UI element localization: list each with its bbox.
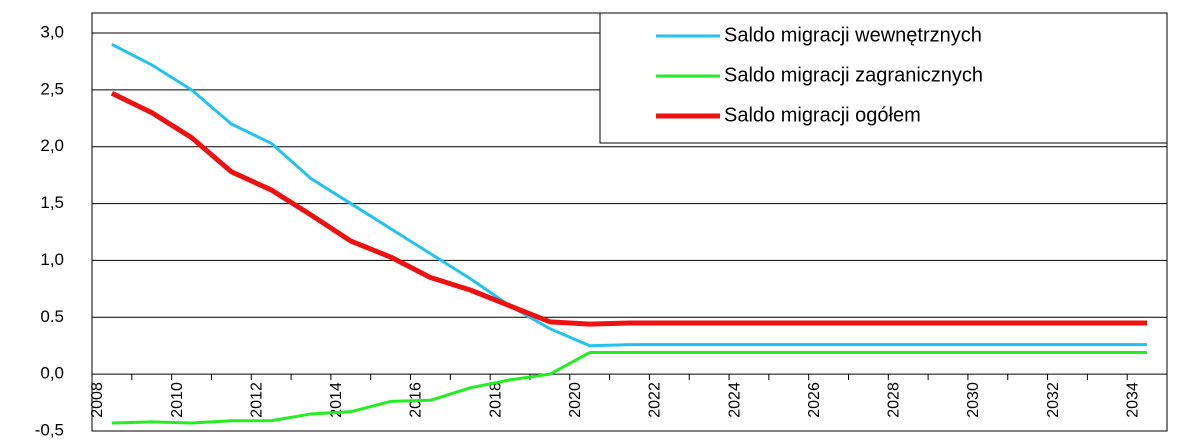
series-line (111, 351, 1148, 425)
x-tick-label: 2010 (169, 382, 186, 418)
x-tick-label: 2034 (1124, 382, 1141, 418)
x-tick-label: 2030 (965, 382, 982, 418)
x-tick-label: 2014 (328, 382, 345, 418)
y-tick-label: 1,0 (40, 250, 64, 269)
y-tick-label: 3,0 (40, 22, 64, 41)
x-tick-label: 2032 (1045, 382, 1062, 418)
x-tick-label: 2026 (806, 382, 823, 418)
x-tick-label: 2020 (567, 382, 584, 418)
x-tick-label: 2008 (89, 382, 106, 418)
legend-label: Saldo migracji zagranicznych (724, 64, 983, 86)
x-tick-label: 2024 (726, 382, 743, 418)
x-tick-label: 2028 (886, 382, 903, 418)
legend-label: Saldo migracji wewnętrznych (724, 24, 982, 46)
legend-label: Saldo migracji ogółem (724, 104, 921, 126)
y-tick-label: -0,5 (35, 420, 64, 439)
x-tick-label: 2012 (248, 382, 265, 418)
x-tick-label: 2018 (487, 382, 504, 418)
legend: Saldo migracji wewnętrznych Saldo migracj… (599, 12, 1168, 144)
y-tick-label: 0,0 (40, 364, 64, 383)
y-tick-label: 1,5 (40, 193, 64, 212)
x-tick-label: 2022 (647, 382, 664, 418)
series-line (111, 43, 1148, 348)
y-tick-label: 0.5 (40, 307, 64, 326)
series-line (110, 91, 1148, 327)
y-tick-label: 2,5 (40, 79, 64, 98)
y-tick-label: 2,0 (40, 136, 64, 155)
